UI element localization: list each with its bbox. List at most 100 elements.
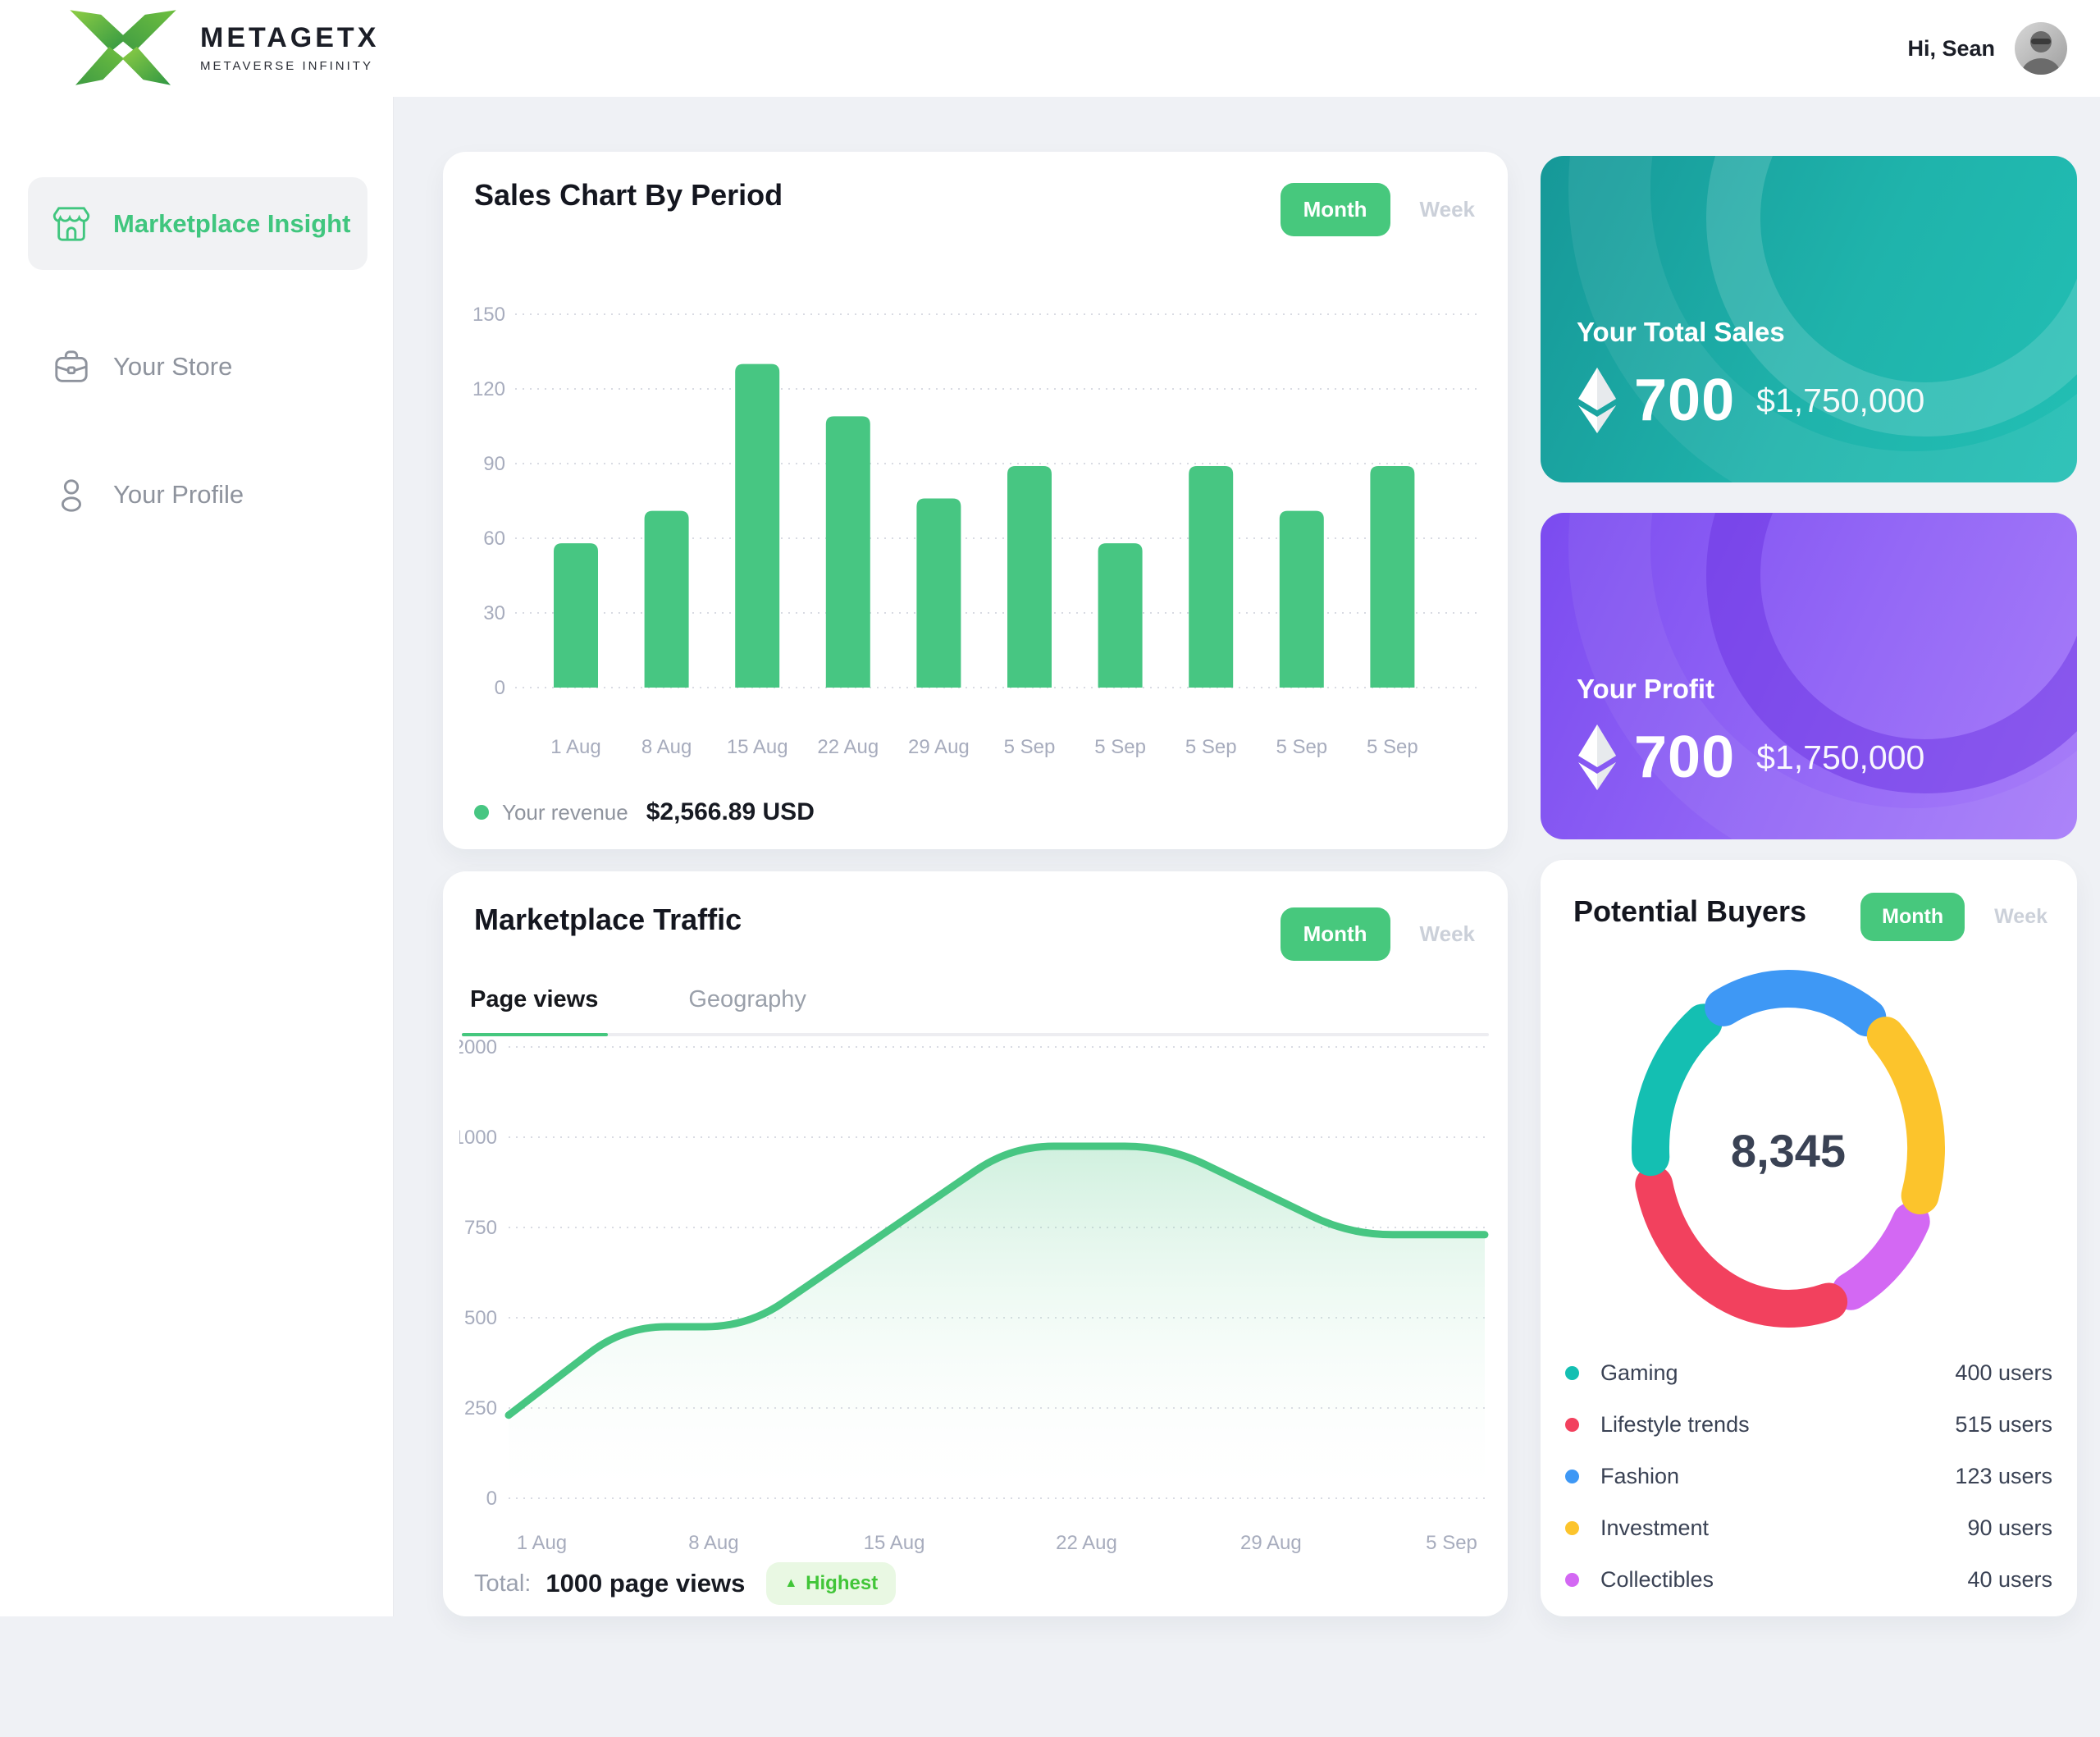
brand-tagline: METAVERSE INFINITY [200,59,373,73]
fashion-dot-icon [1565,1470,1579,1483]
legend-row-investment: Investment 90 users [1565,1502,2052,1554]
svg-text:5 Sep: 5 Sep [1426,1532,1477,1554]
ethereum-icon [1578,725,1616,790]
briefcase-icon [55,350,88,382]
buyers-total-count: 8,345 [1730,1125,1847,1177]
svg-text:5 Sep: 5 Sep [1276,736,1327,758]
svg-text:1000: 1000 [459,1127,497,1149]
gaming-dot-icon [1565,1366,1579,1380]
legend-row-fashion: Fashion 123 users [1565,1451,2052,1502]
greeting-text: Hi, Sean [1907,35,1995,61]
buyers-period-toggle: Month Week [1860,893,2048,941]
sales-chart-card: Sales Chart By Period Month Week 150 120 9… [443,152,1508,849]
month-button[interactable]: Month [1280,907,1390,961]
month-button[interactable]: Month [1280,183,1390,236]
svg-text:0: 0 [495,677,505,699]
svg-text:22 Aug: 22 Aug [817,736,879,758]
sales-legend: Your revenue $2,566.89 USD [474,798,815,826]
svg-text:1 Aug: 1 Aug [550,736,600,758]
profit-usd-value: $1,750,000 [1756,738,1925,776]
ethereum-icon [1578,368,1616,433]
sales-bar-chart: 150 120 90 60 30 0 1 Aug 8 Aug 15 Aug 22 Aug 29 Au… [472,304,1477,758]
avatar[interactable] [2015,22,2067,75]
total-sales-eth-value: 700 [1634,368,1736,433]
svg-text:60: 60 [483,528,505,550]
sidebar-item-label: Your Profile [113,479,244,509]
profit-card: Your Profit 700 $1,750,000 [1541,513,2077,839]
total-label: Total: [474,1570,532,1597]
buyers-donut-chart [1632,970,1945,1328]
sales-period-toggle: Month Week [1280,183,1475,236]
svg-text:2000: 2000 [459,1036,497,1058]
collectibles-dot-icon [1565,1573,1579,1587]
svg-text:250: 250 [464,1397,497,1419]
month-button[interactable]: Month [1860,893,1965,941]
legend-row-collectibles: Collectibles 40 users [1565,1554,2052,1606]
sidebar-item-marketplace-insight[interactable]: Marketplace Insight [28,177,368,270]
brand-logo: METAGETX METAVERSE INFINITY [57,8,379,87]
highest-badge: ▲ Highest [766,1562,897,1605]
metagetx-logo-icon [70,10,176,85]
traffic-total-row: Total: 1000 page views ▲ Highest [474,1562,897,1605]
svg-text:5 Sep: 5 Sep [1367,736,1418,758]
svg-text:5 Sep: 5 Sep [1004,736,1056,758]
revenue-dot-icon [474,805,489,820]
traffic-tabs: Page views Geography [462,986,1489,1036]
svg-text:90: 90 [483,453,505,475]
potential-buyers-card: Potential Buyers Month Week 8,345 Gaming… [1541,860,2077,1616]
header: METAGETX METAVERSE INFINITY Hi, Sean [0,0,2100,97]
traffic-card-title: Marketplace Traffic [474,903,742,936]
profit-title: Your Profit [1577,674,1715,704]
svg-text:120: 120 [472,378,505,400]
legend-row-gaming: Gaming 400 users [1565,1347,2052,1399]
traffic-area-chart: 2000 1000 750 500 250 0 1 Aug 8 Aug 15 Aug 22 Aug… [459,1036,1489,1554]
potential-buyers-title: Potential Buyers [1573,894,1807,928]
svg-text:15 Aug: 15 Aug [864,1532,925,1554]
tab-geography[interactable]: Geography [688,986,806,1012]
week-button[interactable]: Week [1419,921,1475,946]
svg-text:150: 150 [472,304,505,326]
svg-text:5 Sep: 5 Sep [1185,736,1237,758]
svg-text:8 Aug: 8 Aug [688,1532,738,1554]
week-button[interactable]: Week [1419,197,1475,222]
sidebar-item-label: Marketplace Insight [113,208,351,238]
svg-text:500: 500 [464,1307,497,1329]
brand-name: METAGETX [200,22,380,53]
tab-page-views[interactable]: Page views [470,986,599,1012]
profit-eth-value: 700 [1634,725,1736,790]
svg-text:29 Aug: 29 Aug [908,736,970,758]
traffic-period-toggle: Month Week [1280,907,1475,961]
total-value: 1000 page views [546,1569,746,1598]
week-button[interactable]: Week [1994,905,2048,928]
svg-text:1 Aug: 1 Aug [517,1532,567,1554]
storefront-icon [52,206,90,241]
lifestyle-trends-dot-icon [1565,1418,1579,1432]
total-sales-card: Your Total Sales 700 $1,750,000 [1541,156,2077,482]
total-sales-usd-value: $1,750,000 [1756,381,1925,419]
user-icon [62,478,81,512]
svg-text:0: 0 [486,1488,497,1510]
revenue-legend-label: Your revenue [502,799,628,825]
legend-row-lifestyle-trends: Lifestyle trends 515 users [1565,1399,2052,1451]
marketplace-traffic-card: Marketplace Traffic Month Week Page view… [443,871,1508,1616]
tab-underline [462,1033,1489,1036]
svg-text:5 Sep: 5 Sep [1094,736,1146,758]
svg-text:29 Aug: 29 Aug [1240,1532,1302,1554]
triangle-up-icon: ▲ [784,1576,798,1590]
svg-text:15 Aug: 15 Aug [727,736,788,758]
investment-dot-icon [1565,1521,1579,1535]
svg-text:22 Aug: 22 Aug [1056,1532,1117,1554]
sidebar-item-your-profile[interactable]: Your Profile [28,448,368,541]
svg-text:30: 30 [483,602,505,624]
total-sales-title: Your Total Sales [1577,317,1785,347]
sidebar-item-label: Your Store [113,351,233,381]
revenue-legend-value: $2,566.89 USD [646,798,815,825]
sales-card-title: Sales Chart By Period [474,178,783,212]
svg-text:750: 750 [464,1217,497,1239]
avatar-silhouette-icon [2021,31,2061,75]
sidebar-item-your-store[interactable]: Your Store [28,320,368,413]
sidebar: Marketplace Insight Your Store Your Prof… [0,97,394,1616]
buyers-legend: Gaming 400 users Lifestyle trends 515 us… [1565,1347,2052,1606]
svg-text:8 Aug: 8 Aug [641,736,692,758]
